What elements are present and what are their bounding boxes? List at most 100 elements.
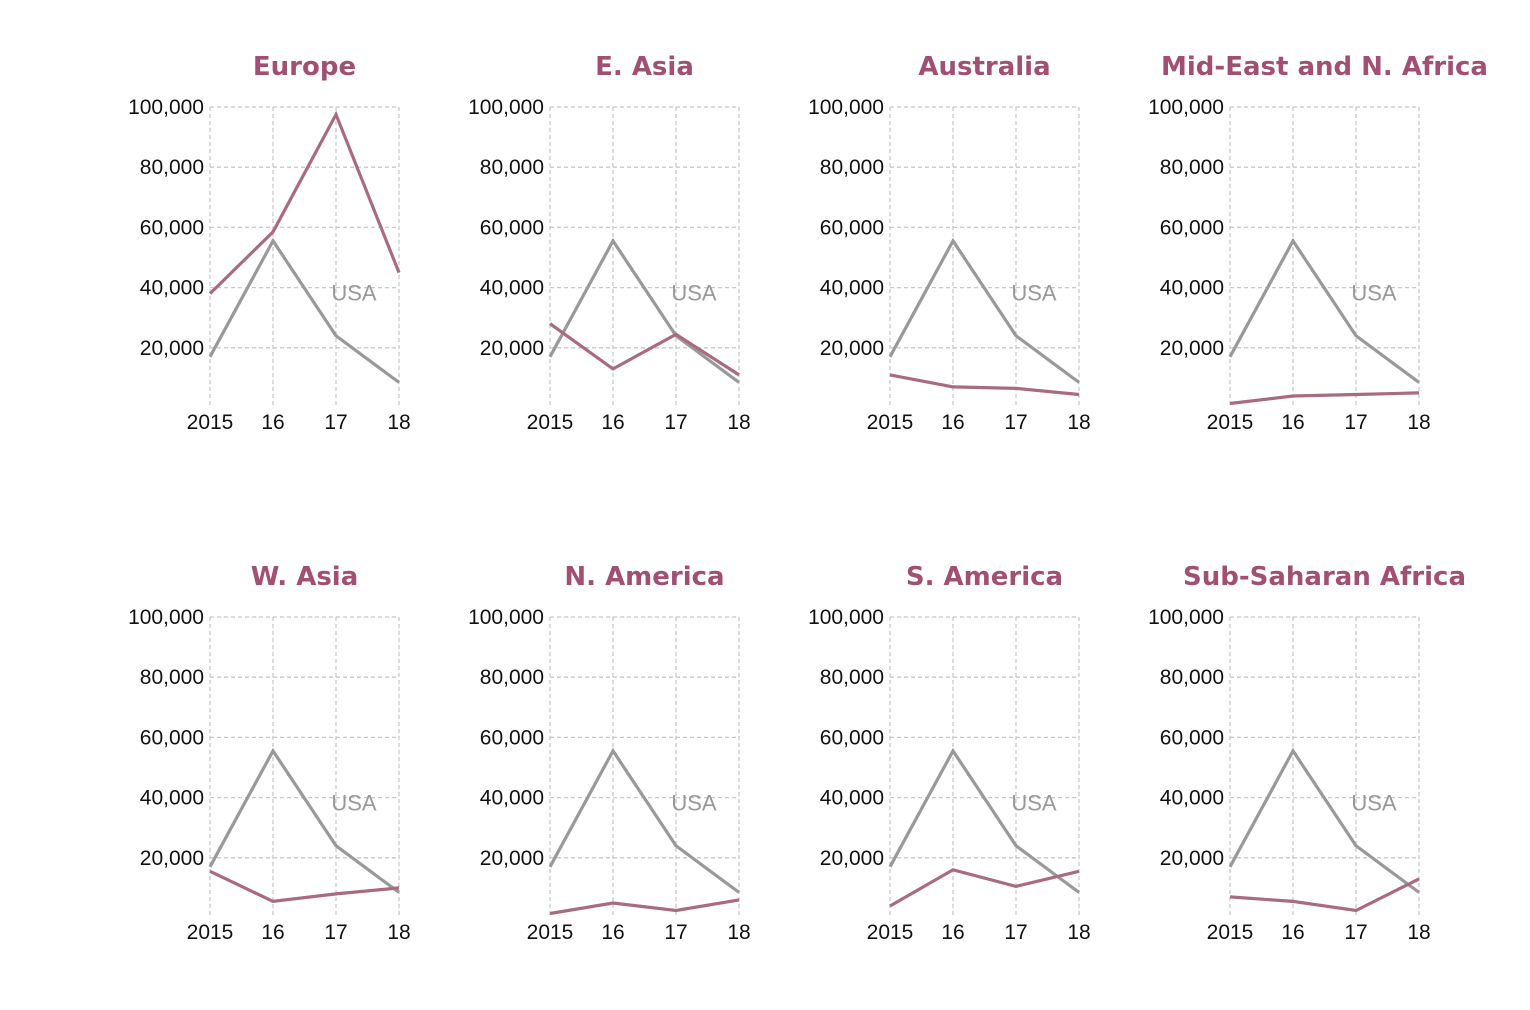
y-tick-label: 80,000 — [1160, 666, 1224, 689]
x-tick-label: 16 — [1281, 411, 1304, 434]
x-tick-label: 18 — [1407, 411, 1430, 434]
x-tick-label: 17 — [1344, 921, 1367, 944]
y-tick-label: 100,000 — [1148, 96, 1224, 119]
y-tick-label: 80,000 — [140, 156, 204, 179]
y-tick-label: 60,000 — [1160, 216, 1224, 239]
usa-annotation: USA — [671, 281, 717, 306]
panel-5: 20,000 40,000 60,000 80,000 100,000 2015 16 17 1… — [468, 562, 751, 944]
y-tick-label: 100,000 — [1148, 606, 1224, 629]
x-tick-label: 18 — [1067, 411, 1090, 434]
y-tick-label: 20,000 — [820, 847, 884, 870]
usa-annotation: USA — [331, 281, 377, 306]
y-tick-label: 80,000 — [820, 666, 884, 689]
usa-series-line — [208, 237, 400, 384]
x-tick-label: 18 — [387, 921, 410, 944]
y-tick-label: 100,000 — [128, 96, 204, 119]
usa-series-line — [548, 237, 740, 384]
y-tick-label: 60,000 — [140, 726, 204, 749]
usa-series-line — [208, 747, 400, 894]
panel-title: Mid-East and N. Africa — [1161, 52, 1488, 82]
x-tick-label: 16 — [601, 411, 624, 434]
panel-3: 20,000 40,000 60,000 80,000 100,000 2015 16 17 1… — [1148, 52, 1488, 434]
y-tick-label: 40,000 — [480, 787, 544, 810]
region-series-line — [549, 898, 740, 916]
panel-title: S. America — [906, 562, 1063, 592]
y-tick-label: 80,000 — [480, 666, 544, 689]
x-tick-label: 17 — [1004, 921, 1027, 944]
y-tick-label: 60,000 — [480, 726, 544, 749]
panel-0: 20,000 40,000 60,000 80,000 100,000 2015 16 17 1… — [128, 52, 411, 434]
y-tick-label: 60,000 — [480, 216, 544, 239]
y-tick-label: 80,000 — [820, 156, 884, 179]
usa-annotation: USA — [671, 791, 717, 816]
x-tick-label: 17 — [664, 921, 687, 944]
region-series-line — [889, 373, 1080, 397]
x-tick-label: 18 — [727, 411, 750, 434]
panel-title: Europe — [253, 52, 356, 82]
panel-4: 20,000 40,000 60,000 80,000 100,000 2015 16 17 1… — [128, 562, 411, 944]
panel-7: 20,000 40,000 60,000 80,000 100,000 2015 16 17 1… — [1148, 562, 1466, 944]
y-tick-label: 100,000 — [468, 96, 544, 119]
panel-title: N. America — [564, 562, 724, 592]
x-tick-label: 2015 — [527, 411, 574, 434]
y-tick-label: 100,000 — [808, 606, 884, 629]
x-tick-label: 16 — [941, 921, 964, 944]
x-tick-label: 2015 — [1207, 921, 1254, 944]
usa-series-line — [1228, 747, 1420, 894]
x-tick-label: 16 — [261, 921, 284, 944]
usa-annotation: USA — [1011, 791, 1057, 816]
x-tick-label: 17 — [324, 921, 347, 944]
x-tick-label: 18 — [387, 411, 410, 434]
y-tick-label: 40,000 — [1160, 277, 1224, 300]
usa-annotation: USA — [331, 791, 377, 816]
y-tick-label: 40,000 — [140, 787, 204, 810]
region-series-line — [208, 110, 401, 295]
y-tick-label: 60,000 — [820, 726, 884, 749]
region-series-line — [1229, 391, 1420, 406]
y-tick-label: 40,000 — [820, 277, 884, 300]
y-tick-label: 20,000 — [480, 337, 544, 360]
x-tick-label: 2015 — [187, 411, 234, 434]
x-tick-label: 17 — [1344, 411, 1367, 434]
y-tick-label: 40,000 — [1160, 787, 1224, 810]
x-tick-label: 18 — [1067, 921, 1090, 944]
y-tick-label: 40,000 — [820, 787, 884, 810]
x-tick-label: 2015 — [187, 921, 234, 944]
x-tick-label: 18 — [727, 921, 750, 944]
y-tick-label: 60,000 — [140, 216, 204, 239]
panel-title: Sub-Saharan Africa — [1183, 562, 1466, 592]
y-tick-label: 20,000 — [1160, 337, 1224, 360]
x-tick-label: 2015 — [1207, 411, 1254, 434]
usa-series-line — [548, 747, 740, 894]
y-tick-label: 40,000 — [140, 277, 204, 300]
region-series-line — [1229, 877, 1420, 913]
usa-annotation: USA — [1351, 281, 1397, 306]
y-tick-label: 60,000 — [820, 216, 884, 239]
x-tick-label: 17 — [324, 411, 347, 434]
usa-series-line — [888, 237, 1080, 384]
x-tick-label: 2015 — [527, 921, 574, 944]
x-tick-label: 16 — [261, 411, 284, 434]
usa-series-line — [1228, 237, 1420, 384]
x-tick-label: 16 — [601, 921, 624, 944]
x-tick-label: 17 — [664, 411, 687, 434]
usa-annotation: USA — [1351, 791, 1397, 816]
y-tick-label: 80,000 — [140, 666, 204, 689]
x-tick-label: 2015 — [867, 411, 914, 434]
panel-title: Australia — [918, 52, 1050, 82]
x-tick-label: 17 — [1004, 411, 1027, 434]
y-tick-label: 20,000 — [820, 337, 884, 360]
region-series-line — [549, 322, 740, 377]
x-tick-label: 16 — [1281, 921, 1304, 944]
region-series-line — [889, 868, 1080, 908]
y-tick-label: 80,000 — [1160, 156, 1224, 179]
usa-series-line — [888, 747, 1080, 894]
y-tick-label: 40,000 — [480, 277, 544, 300]
y-tick-label: 100,000 — [128, 606, 204, 629]
y-tick-label: 100,000 — [808, 96, 884, 119]
x-tick-label: 2015 — [867, 921, 914, 944]
y-tick-label: 100,000 — [468, 606, 544, 629]
y-tick-label: 60,000 — [1160, 726, 1224, 749]
panel-title: E. Asia — [595, 52, 694, 82]
panel-1: 20,000 40,000 60,000 80,000 100,000 2015 16 17 1… — [468, 52, 751, 434]
